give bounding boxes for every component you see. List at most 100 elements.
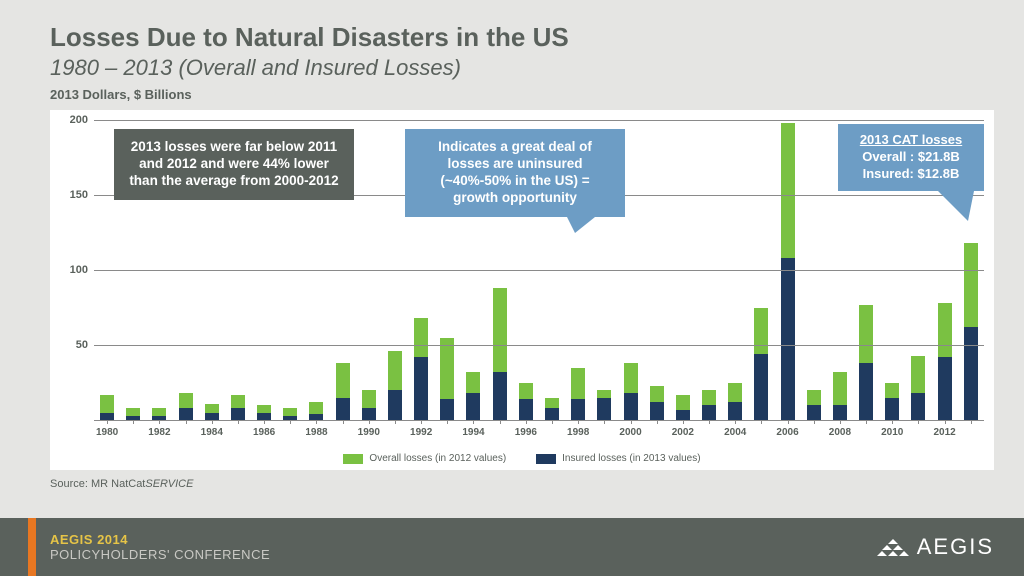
callout-line: Overall : $21.8B	[850, 149, 972, 166]
bar-insured	[938, 357, 952, 420]
x-axis-label: 1992	[410, 427, 432, 438]
callout-uninsured: Indicates a great deal of losses are uni…	[405, 129, 625, 217]
bar-stack	[702, 390, 716, 420]
bar-overall	[597, 390, 611, 398]
x-axis-label: 1998	[567, 427, 589, 438]
bar-overall	[676, 395, 690, 410]
x-axis-label: 2012	[933, 427, 955, 438]
bar-insured	[885, 398, 899, 421]
legend-label-overall: Overall losses (in 2012 values)	[369, 453, 506, 464]
x-axis-label: 2010	[881, 427, 903, 438]
accent-bar	[28, 518, 36, 576]
bar-overall	[336, 363, 350, 398]
logo-text: AEGIS	[917, 534, 994, 560]
bar-stack	[650, 386, 664, 421]
x-axis-label: 2006	[776, 427, 798, 438]
units-label: 2013 Dollars, $ Billions	[50, 87, 994, 102]
page-title: Losses Due to Natural Disasters in the U…	[50, 22, 994, 53]
bar-insured	[466, 393, 480, 420]
legend-overall: Overall losses (in 2012 values)	[343, 453, 506, 464]
bar-insured	[624, 393, 638, 420]
bar-stack	[754, 308, 768, 421]
bar-overall	[440, 338, 454, 400]
callout-heading: 2013 CAT losses	[850, 132, 972, 149]
bar-insured	[571, 399, 585, 420]
x-axis-label: 2002	[672, 427, 694, 438]
x-axis-label: 1994	[462, 427, 484, 438]
bar-stack	[152, 408, 166, 420]
page-subtitle: 1980 – 2013 (Overall and Insured Losses)	[50, 55, 994, 81]
bar-overall	[911, 356, 925, 394]
bar-insured	[833, 405, 847, 420]
bar-stack	[126, 408, 140, 420]
bar-stack	[362, 390, 376, 420]
y-axis-label: 150	[58, 189, 88, 201]
bar-overall	[257, 405, 271, 413]
bar-overall	[231, 395, 245, 409]
bar-overall	[833, 372, 847, 405]
x-axis-label: 2008	[829, 427, 851, 438]
bar-overall	[545, 398, 559, 409]
bar-overall	[702, 390, 716, 405]
bar-stack	[911, 356, 925, 421]
legend: Overall losses (in 2012 values) Insured …	[50, 453, 994, 464]
x-axis-label: 1996	[515, 427, 537, 438]
callout-text: Indicates a great deal of losses are uni…	[438, 139, 592, 205]
bar-insured	[859, 363, 873, 420]
bar-overall	[205, 404, 219, 413]
bar-stack	[833, 372, 847, 420]
grid-line	[94, 420, 984, 421]
x-axis-label: 1980	[96, 427, 118, 438]
bar-overall	[126, 408, 140, 416]
bar-stack	[728, 383, 742, 421]
grid-line	[94, 270, 984, 271]
x-axis-label: 1984	[201, 427, 223, 438]
bar-insured	[493, 372, 507, 420]
bar-insured	[964, 327, 978, 420]
bar-insured	[362, 408, 376, 420]
callout-line: Insured: $12.8B	[850, 166, 972, 183]
bar-stack	[781, 123, 795, 420]
bar-insured	[519, 399, 533, 420]
bar-insured	[545, 408, 559, 420]
y-axis-label: 50	[58, 339, 88, 351]
bar-stack	[938, 303, 952, 420]
bar-insured	[414, 357, 428, 420]
bar-stack	[283, 408, 297, 420]
y-axis-label: 100	[58, 264, 88, 276]
bar-insured	[781, 258, 795, 420]
bar-insured	[650, 402, 664, 420]
source-citation: Source: MR NatCatSERVICE	[50, 478, 193, 490]
bar-overall	[781, 123, 795, 258]
legend-insured: Insured losses (in 2013 values)	[536, 453, 700, 464]
bar-overall	[493, 288, 507, 372]
bar-stack	[493, 288, 507, 420]
bar-stack	[231, 395, 245, 421]
bar-overall	[414, 318, 428, 357]
bar-overall	[571, 368, 585, 400]
y-axis-label: 200	[58, 114, 88, 126]
source-text: Source: MR NatCat	[50, 478, 145, 490]
bar-insured	[702, 405, 716, 420]
bar-insured	[597, 398, 611, 421]
bar-overall	[728, 383, 742, 403]
bar-overall	[938, 303, 952, 357]
legend-swatch-insured	[536, 454, 556, 464]
x-axis-label: 2004	[724, 427, 746, 438]
source-service: SERVICE	[145, 478, 193, 490]
callout-pointer	[938, 191, 974, 221]
bar-insured	[205, 413, 219, 421]
x-axis-label: 1982	[148, 427, 170, 438]
legend-swatch-overall	[343, 454, 363, 464]
grid-line	[94, 345, 984, 346]
bar-stack	[179, 393, 193, 420]
x-axis-label: 1988	[305, 427, 327, 438]
bar-overall	[100, 395, 114, 413]
legend-label-insured: Insured losses (in 2013 values)	[562, 453, 700, 464]
bar-stack	[205, 404, 219, 421]
bar-overall	[624, 363, 638, 393]
bar-overall	[152, 408, 166, 416]
x-axis-label: 1986	[253, 427, 275, 438]
bar-overall	[807, 390, 821, 405]
bar-stack	[519, 383, 533, 421]
